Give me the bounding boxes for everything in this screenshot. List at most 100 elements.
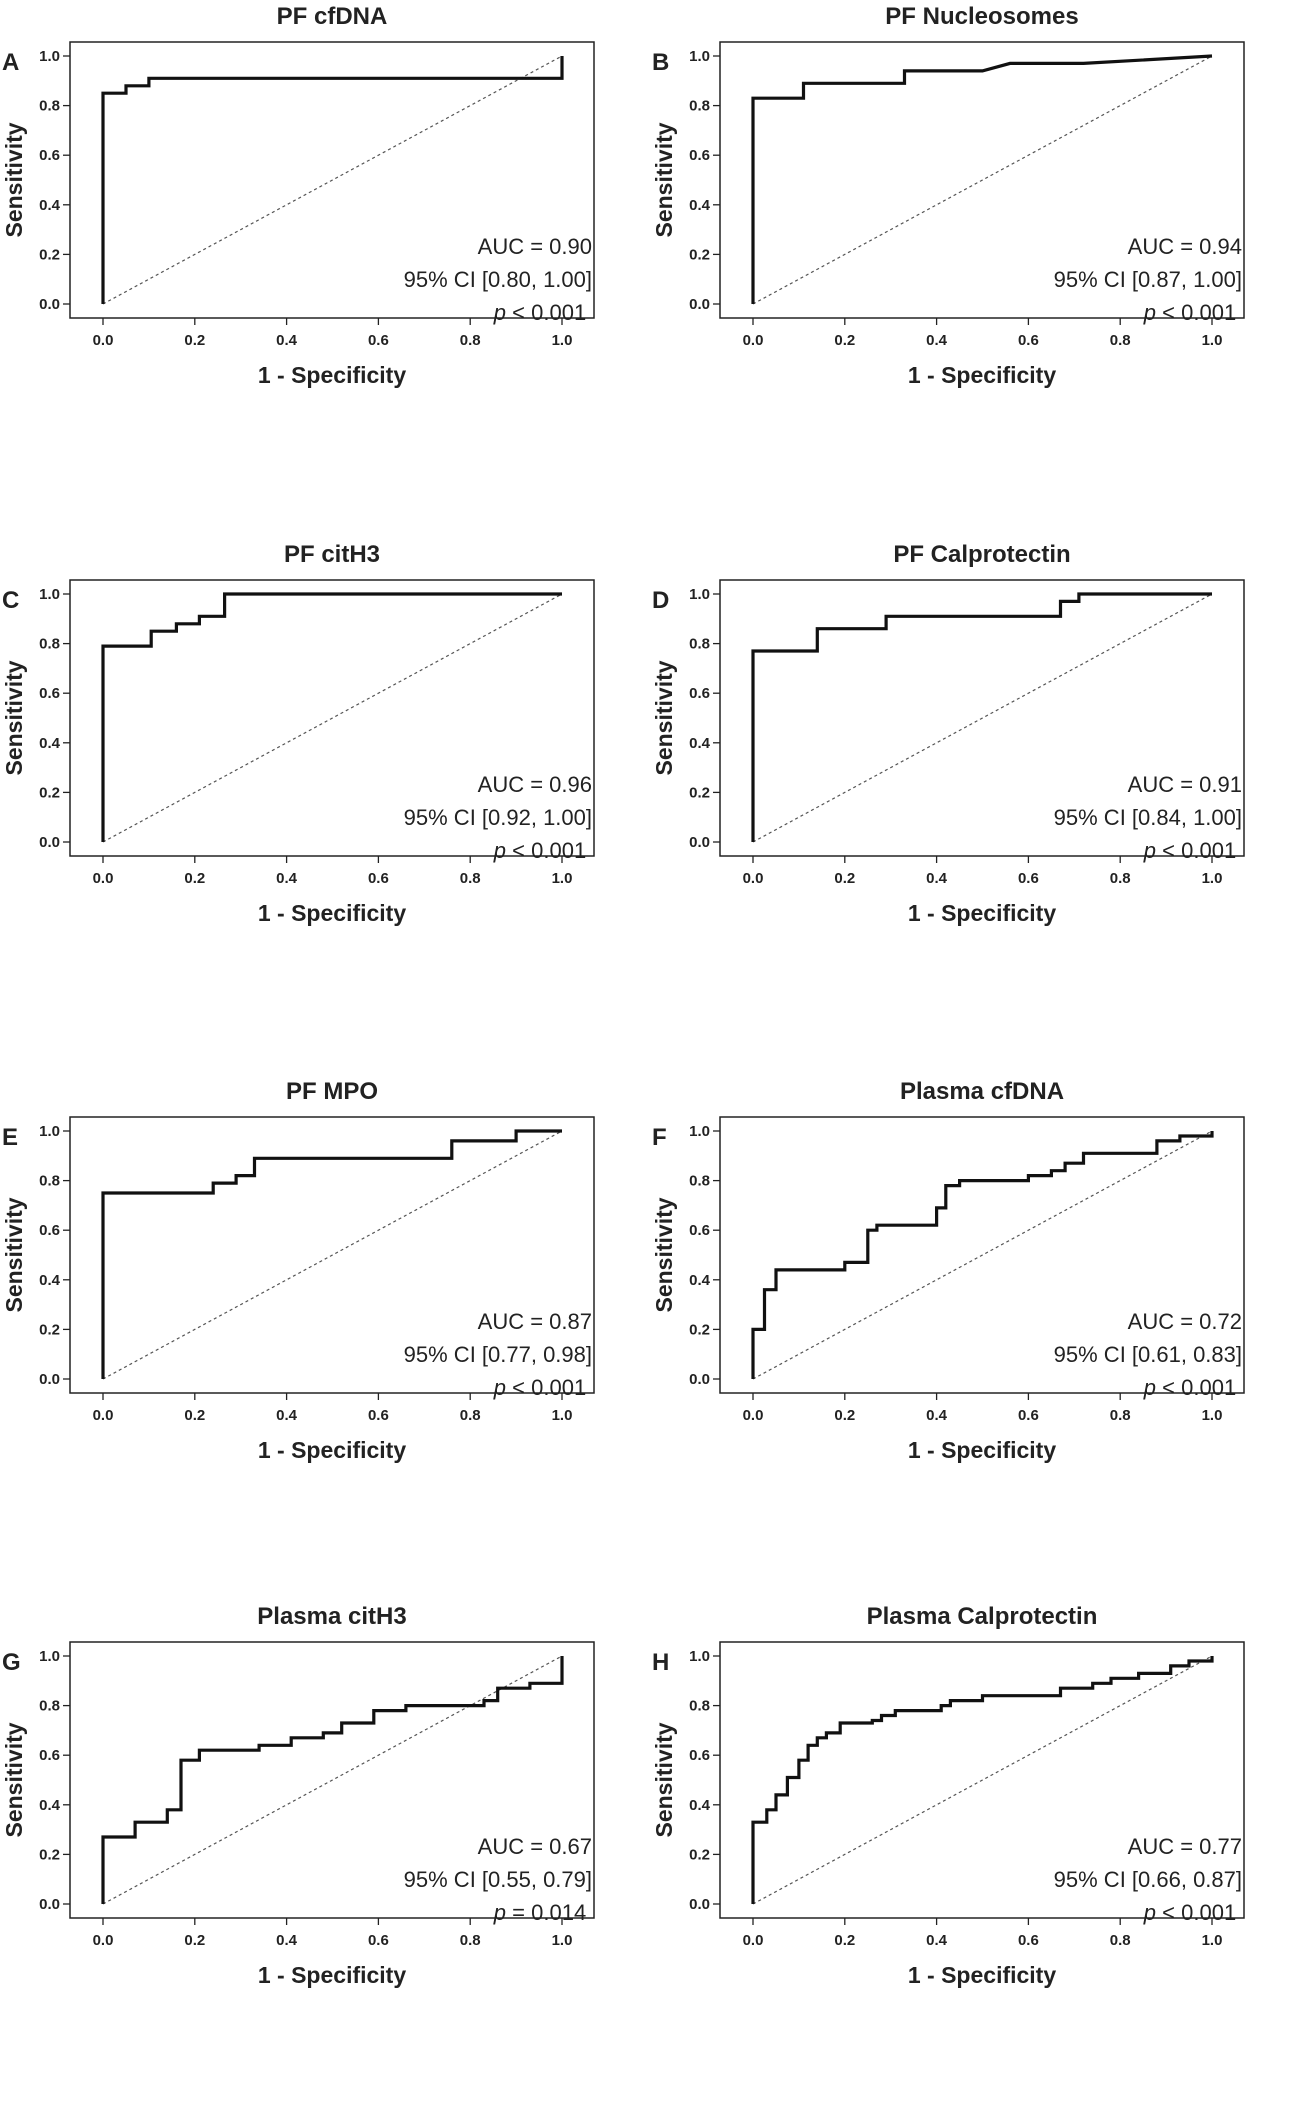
auc-value: AUC = 0.96	[478, 772, 592, 797]
p-value: p < 0.001	[1143, 1375, 1236, 1400]
roc-panel-h: Plasma Calprotectin H 0.0 0.2 0.4 0.6 0.8 1.0 0.…	[650, 1600, 1300, 2121]
x-axis-label: 1 - Specificity	[258, 1437, 406, 1463]
roc-curve	[751, 54, 1213, 304]
x-axis-label: 1 - Specificity	[258, 362, 406, 388]
ci-value: 95% CI [0.77, 0.98]	[404, 1342, 592, 1367]
plot-frame	[69, 579, 595, 857]
y-tick-label: 0.4	[39, 197, 61, 214]
x-tick-label: 0.8	[1110, 870, 1131, 887]
x-tick-label: 0.4	[926, 332, 948, 349]
p-symbol: p	[1143, 838, 1156, 863]
panel-letter: C	[2, 587, 19, 614]
p-text: < 0.001	[1156, 1900, 1236, 1925]
x-tick-label: 0.6	[368, 1407, 389, 1424]
p-symbol: p	[493, 300, 506, 325]
y-tick-label: 0.2	[689, 246, 710, 263]
y-tick-label: 0.2	[39, 1846, 60, 1863]
x-tick-label: 0.4	[926, 1932, 948, 1949]
x-axis-label: 1 - Specificity	[258, 900, 406, 926]
auc-value: AUC = 0.67	[478, 1834, 592, 1859]
plot-frame	[719, 579, 1245, 857]
auc-value: AUC = 0.91	[1128, 772, 1242, 797]
x-tick-label: 0.0	[743, 1407, 764, 1424]
roc-chart: Plasma cfDNA F 0.0 0.2 0.4 0.6 0.8 1.0 0.0 0.2 0.4…	[651, 1078, 1245, 1463]
x-tick-label: 1.0	[1202, 332, 1223, 349]
y-tick-label: 0.4	[689, 1797, 711, 1814]
y-tick-label: 0.2	[689, 1846, 710, 1863]
roc-curve	[751, 592, 1212, 842]
y-axis-label: Sensitivity	[651, 122, 677, 237]
x-tick-label: 0.6	[1018, 1407, 1039, 1424]
roc-panel-a: PF cfDNA A 0.0 0.2 0.4 0.6 0.8 1.0 0.0 0.2 0.4 0.6 0…	[0, 0, 650, 521]
y-tick-label: 0.6	[39, 1747, 60, 1764]
x-tick-label: 1.0	[1202, 1932, 1223, 1949]
x-tick-label: 0.6	[1018, 1932, 1039, 1949]
roc-chart: PF MPO E 0.0 0.2 0.4 0.6 0.8 1.0 0.0 0.2 0.4 0.6 0.8…	[1, 1078, 595, 1463]
auc-value: AUC = 0.94	[1128, 234, 1242, 259]
p-text: < 0.001	[1156, 1375, 1236, 1400]
y-tick-label: 0.8	[39, 1698, 60, 1715]
y-axis-label: Sensitivity	[1, 1197, 27, 1312]
y-tick-label: 0.2	[39, 1321, 60, 1338]
y-tick-label: 0.2	[689, 784, 710, 801]
x-tick-label: 0.6	[368, 1932, 389, 1949]
p-text: < 0.001	[506, 300, 586, 325]
p-value: p < 0.001	[1143, 300, 1236, 325]
x-axis-label: 1 - Specificity	[908, 362, 1056, 388]
y-tick-label: 1.0	[39, 1648, 60, 1665]
p-symbol: p	[1143, 1900, 1156, 1925]
x-axis-label: 1 - Specificity	[908, 1962, 1056, 1988]
ci-value: 95% CI [0.55, 0.79]	[404, 1867, 592, 1892]
p-symbol: p	[493, 838, 506, 863]
p-text: < 0.001	[1156, 300, 1236, 325]
y-tick-label: 0.6	[689, 147, 710, 164]
x-tick-label: 0.2	[834, 1932, 855, 1949]
x-tick-label: 0.0	[93, 332, 114, 349]
y-tick-label: 0.6	[39, 685, 60, 702]
panel-letter: B	[652, 49, 669, 76]
chart-title: PF Calprotectin	[893, 541, 1070, 568]
x-tick-label: 1.0	[1202, 1407, 1223, 1424]
y-tick-label: 0.6	[39, 147, 60, 164]
x-tick-label: 0.8	[1110, 1407, 1131, 1424]
x-tick-label: 0.6	[1018, 870, 1039, 887]
plot-frame	[719, 41, 1245, 319]
x-axis-label: 1 - Specificity	[908, 900, 1056, 926]
y-tick-label: 0.0	[689, 1896, 710, 1913]
y-tick-label: 1.0	[39, 48, 60, 65]
x-tick-label: 0.2	[834, 332, 855, 349]
auc-value: AUC = 0.77	[1128, 1834, 1242, 1859]
ci-value: 95% CI [0.66, 0.87]	[1054, 1867, 1242, 1892]
y-tick-label: 0.8	[689, 1698, 710, 1715]
x-tick-label: 0.2	[834, 1407, 855, 1424]
panel-letter: H	[652, 1649, 669, 1676]
y-tick-label: 0.4	[689, 735, 711, 752]
auc-value: AUC = 0.87	[478, 1309, 592, 1334]
p-value: p < 0.001	[493, 838, 586, 863]
reference-diagonal	[752, 1655, 1213, 1905]
panel-letter: F	[652, 1124, 667, 1151]
y-tick-label: 1.0	[689, 48, 710, 65]
x-tick-label: 1.0	[552, 1407, 573, 1424]
x-tick-label: 0.6	[368, 332, 389, 349]
p-value: p < 0.001	[1143, 838, 1236, 863]
y-tick-label: 0.4	[689, 197, 711, 214]
roc-panel-g: Plasma citH3 G 0.0 0.2 0.4 0.6 0.8 1.0 0.0 0.2 0.4…	[0, 1600, 650, 2121]
y-tick-label: 0.6	[689, 1747, 710, 1764]
y-tick-label: 1.0	[39, 586, 60, 603]
reference-diagonal	[102, 1130, 563, 1380]
x-tick-label: 0.2	[184, 332, 205, 349]
y-axis-label: Sensitivity	[1, 122, 27, 237]
y-tick-label: 0.4	[39, 1797, 61, 1814]
y-tick-label: 1.0	[689, 1648, 710, 1665]
p-symbol: p	[1143, 1375, 1156, 1400]
x-tick-label: 0.0	[93, 1407, 114, 1424]
x-tick-label: 0.4	[926, 1407, 948, 1424]
x-tick-label: 0.4	[276, 332, 298, 349]
roc-panel-b: PF Nucleosomes B 0.0 0.2 0.4 0.6 0.8 1.0 0.0 0.2 0…	[650, 0, 1300, 521]
y-tick-label: 0.0	[39, 1896, 60, 1913]
x-tick-label: 0.0	[743, 332, 764, 349]
y-tick-label: 0.0	[689, 834, 710, 851]
x-tick-label: 1.0	[552, 1932, 573, 1949]
x-tick-label: 1.0	[552, 332, 573, 349]
